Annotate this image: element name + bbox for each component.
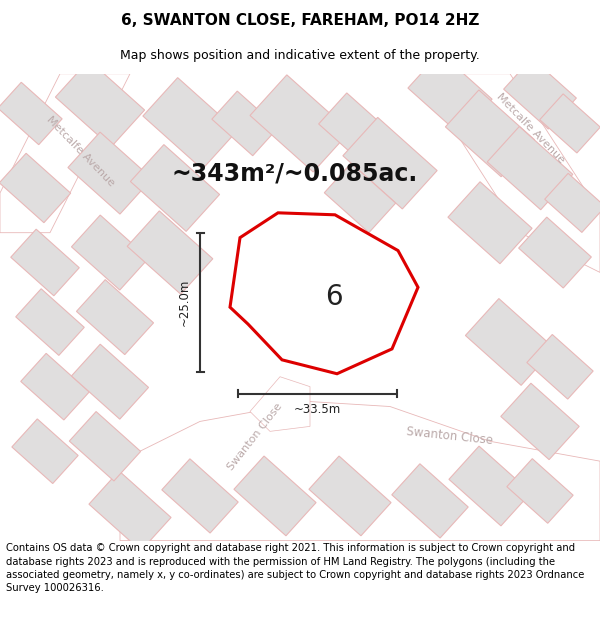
Polygon shape (70, 411, 140, 481)
Polygon shape (212, 91, 278, 156)
Polygon shape (309, 456, 391, 536)
Polygon shape (0, 153, 71, 222)
Polygon shape (11, 229, 79, 296)
Polygon shape (68, 132, 152, 214)
Polygon shape (16, 289, 84, 356)
Polygon shape (466, 299, 554, 386)
Polygon shape (518, 217, 592, 288)
Polygon shape (89, 471, 171, 551)
Polygon shape (162, 459, 238, 533)
Polygon shape (230, 213, 418, 374)
Text: ~33.5m: ~33.5m (294, 403, 341, 416)
Text: ~343m²/~0.085ac.: ~343m²/~0.085ac. (172, 161, 418, 185)
Polygon shape (120, 401, 600, 541)
Polygon shape (325, 163, 395, 232)
Polygon shape (448, 182, 532, 264)
Polygon shape (55, 60, 145, 147)
Polygon shape (76, 279, 154, 354)
Polygon shape (71, 215, 149, 290)
Text: ~25.0m: ~25.0m (178, 279, 191, 326)
Polygon shape (71, 344, 149, 419)
Polygon shape (0, 74, 130, 232)
Text: Contains OS data © Crown copyright and database right 2021. This information is : Contains OS data © Crown copyright and d… (6, 544, 584, 593)
Polygon shape (127, 211, 213, 294)
Polygon shape (545, 173, 600, 232)
Polygon shape (507, 459, 573, 523)
Polygon shape (449, 446, 531, 526)
Text: 6: 6 (325, 282, 343, 311)
Polygon shape (487, 126, 573, 210)
Text: Metcalfe Avenue: Metcalfe Avenue (44, 114, 116, 188)
Polygon shape (319, 93, 391, 164)
Polygon shape (392, 464, 468, 538)
Text: Map shows position and indicative extent of the property.: Map shows position and indicative extent… (120, 49, 480, 62)
Polygon shape (0, 82, 62, 144)
Polygon shape (130, 144, 220, 231)
Polygon shape (234, 456, 316, 536)
Polygon shape (408, 52, 492, 134)
Polygon shape (343, 118, 437, 209)
Polygon shape (143, 78, 237, 169)
Polygon shape (503, 58, 577, 129)
Polygon shape (250, 377, 310, 431)
Text: 6, SWANTON CLOSE, FAREHAM, PO14 2HZ: 6, SWANTON CLOSE, FAREHAM, PO14 2HZ (121, 13, 479, 28)
Polygon shape (445, 90, 535, 177)
Polygon shape (540, 94, 600, 153)
Text: Metcalfe Avenue: Metcalfe Avenue (494, 91, 566, 165)
Polygon shape (430, 74, 600, 272)
Polygon shape (501, 383, 579, 459)
Text: Swanton Close: Swanton Close (406, 425, 494, 448)
Text: Swanton Close: Swanton Close (226, 401, 284, 472)
Polygon shape (21, 353, 89, 420)
Polygon shape (527, 334, 593, 399)
Polygon shape (12, 419, 78, 484)
Polygon shape (250, 75, 350, 172)
